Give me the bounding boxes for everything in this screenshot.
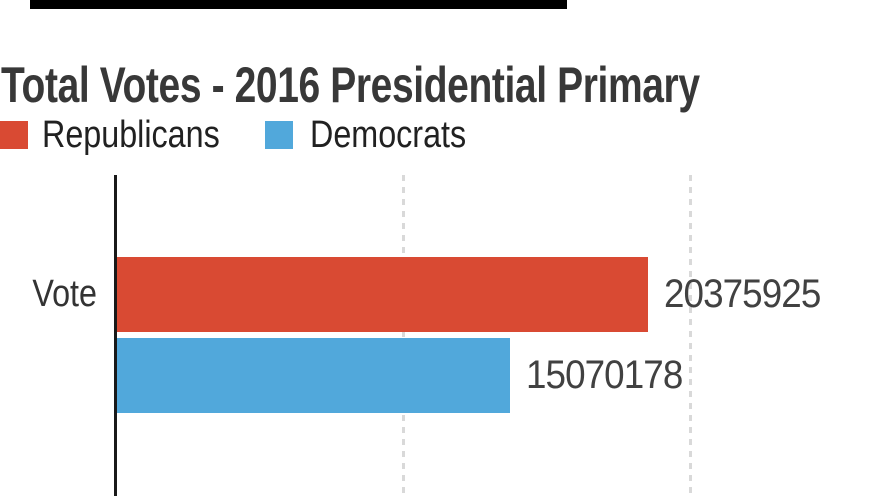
legend-label-republicans: Republicans bbox=[42, 114, 220, 156]
y-axis-line bbox=[114, 175, 117, 496]
chart-title: Total Votes - 2016 Presidential Primary bbox=[1, 56, 700, 113]
category-label-vote: Vote bbox=[32, 273, 97, 315]
top-border-bar bbox=[30, 0, 567, 9]
value-label-republicans: 20375925 bbox=[664, 272, 821, 316]
legend-swatch-republicans bbox=[0, 121, 28, 149]
bar-democrats bbox=[117, 338, 510, 413]
legend-label-democrats: Democrats bbox=[310, 114, 467, 156]
value-label-democrats: 15070178 bbox=[526, 353, 683, 397]
gridline-right bbox=[688, 175, 692, 496]
legend-swatch-democrats bbox=[265, 121, 293, 149]
bar-republicans bbox=[117, 257, 648, 332]
gridline-left bbox=[402, 175, 406, 496]
